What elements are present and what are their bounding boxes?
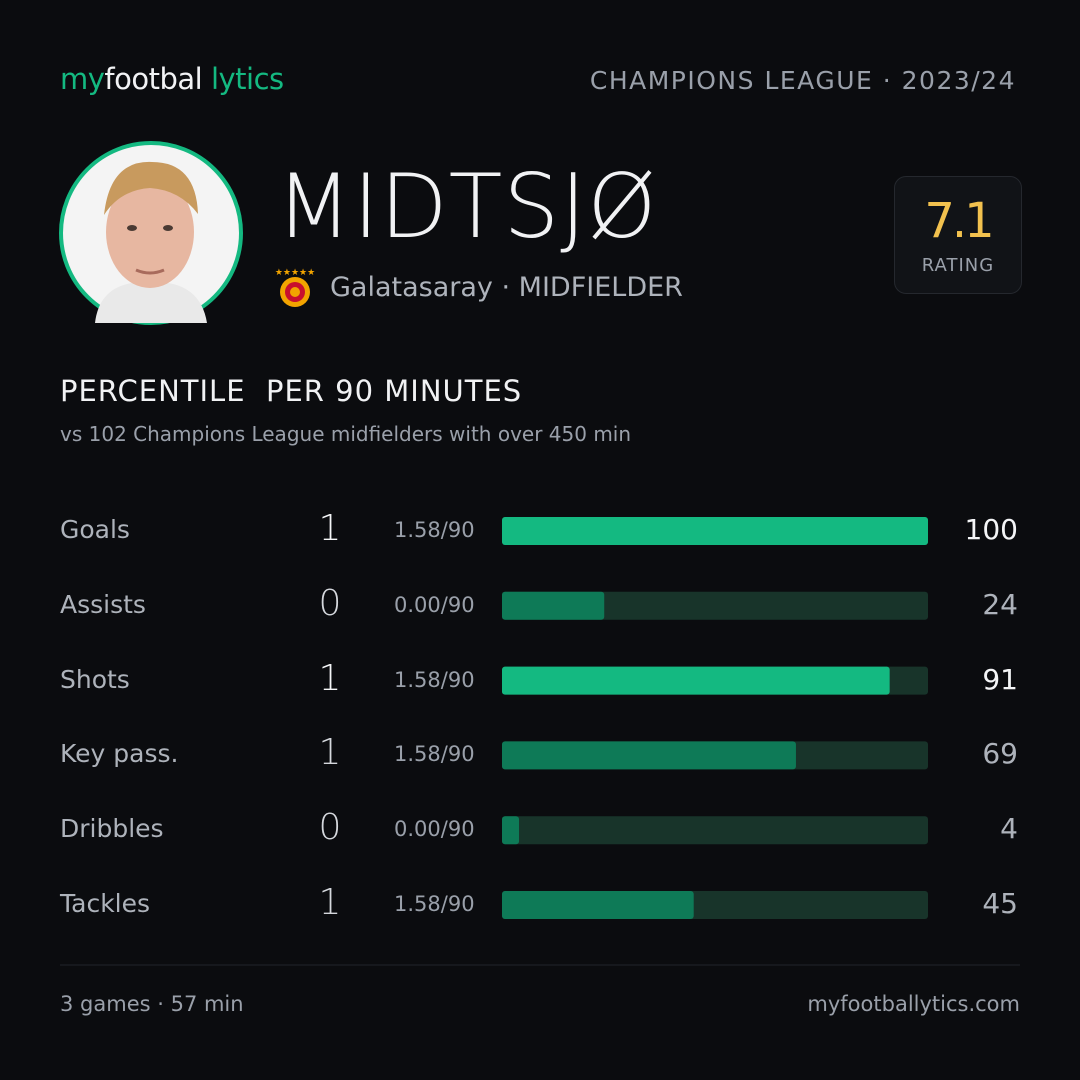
club: Galatasaray — [330, 272, 493, 303]
bar — [502, 591, 605, 620]
section-subtitle: vs 102 Champions League midfielders with… — [60, 422, 632, 446]
brand-part: footbal — [104, 62, 203, 96]
stat-per90: 1.58/90 — [394, 518, 475, 542]
bar — [502, 816, 520, 845]
footer-left: 3 games · 57 min — [60, 992, 244, 1016]
stat-percentile: 69 — [982, 737, 1018, 771]
stat-per90: 1.58/90 — [394, 667, 475, 692]
player-name: MIDTSJØ — [276, 155, 658, 258]
stat-label: Key pass. — [60, 739, 179, 769]
stat-percentile: 24 — [982, 587, 1018, 621]
bar-track — [502, 816, 928, 845]
section-title: PERCENTILE PER 90 MINUTES — [60, 374, 523, 408]
bar — [502, 517, 928, 545]
club-logo: ★★★★★ — [275, 268, 315, 307]
stat-per90: 0.00/90 — [394, 817, 475, 842]
stat-percentile: 45 — [982, 887, 1018, 920]
stat-total: 1 — [318, 508, 342, 549]
brand: myfootbal lytics — [60, 62, 284, 96]
stat-per90: 1.58/90 — [394, 742, 475, 767]
bar-track — [502, 591, 928, 620]
bar — [502, 741, 796, 770]
brand-part: my — [60, 62, 105, 96]
stat-per90: 1.58/90 — [394, 892, 475, 916]
club-line: Galatasaray · MIDFIELDER — [330, 272, 683, 303]
svg-text:★★★★★: ★★★★★ — [275, 268, 315, 278]
stat-label: Assists — [60, 589, 146, 619]
player-photo — [59, 141, 243, 325]
stat-total: 1 — [318, 882, 342, 923]
rating-value: 7.1 — [924, 193, 994, 249]
stat-total: 0 — [318, 807, 342, 849]
stat-total: 1 — [318, 732, 342, 774]
rating-box: 7.1 RATING — [894, 176, 1022, 294]
competition: CHAMPIONS LEAGUE · 2023/24 — [589, 66, 1016, 95]
stat-percentile: 100 — [964, 513, 1018, 546]
stat-percentile: 4 — [1000, 812, 1018, 846]
stat-label: Goals — [60, 515, 130, 544]
stat-total: 1 — [318, 657, 342, 699]
stat-per90: 0.00/90 — [394, 592, 475, 617]
stat-label: Tackles — [60, 889, 151, 918]
position: MIDFIELDER — [518, 272, 683, 303]
brand-part: lytics — [210, 62, 284, 96]
footer-right: myfootballytics.com — [807, 992, 1020, 1016]
rating-label: RATING — [921, 255, 995, 276]
separator: · — [501, 272, 511, 303]
bar — [502, 891, 694, 919]
stat-label: Shots — [60, 664, 130, 694]
stat-label: Dribbles — [60, 814, 164, 844]
stat-percentile: 91 — [982, 662, 1018, 696]
stat-total: 0 — [318, 582, 342, 624]
bar — [502, 666, 890, 695]
